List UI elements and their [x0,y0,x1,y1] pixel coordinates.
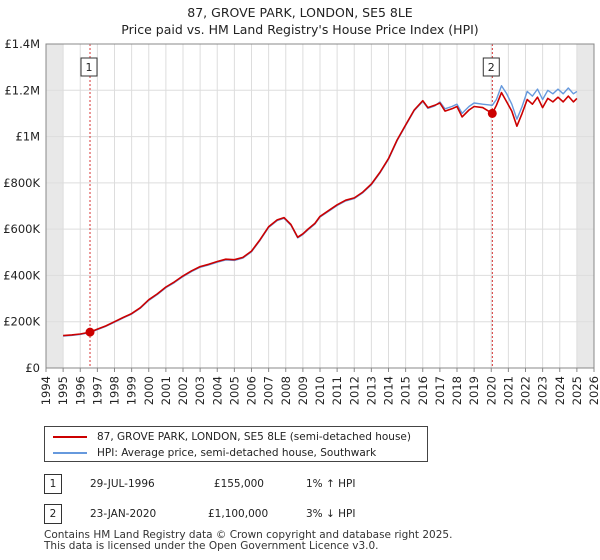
shaded-region [576,44,594,368]
sale-point-marker [487,108,497,118]
chart-subtitle: Price paid vs. HM Land Registry's House … [121,22,479,37]
x-tick-label: 1996 [73,376,87,405]
legend: 87, GROVE PARK, LONDON, SE5 8LE (semi-de… [44,426,428,462]
y-tick-label: £1M [15,130,40,144]
sale-number-badge: 2 [44,504,62,524]
x-tick-label: 1997 [90,376,104,405]
x-tick-label: 2011 [330,376,344,405]
x-tick-label: 2025 [570,376,584,405]
chart-title: 87, GROVE PARK, LONDON, SE5 8LE Price pa… [0,4,600,38]
footer-line-2: This data is licensed under the Open Gov… [44,540,379,552]
x-tick-label: 2021 [501,376,515,405]
x-tick-label: 2002 [176,376,190,405]
footer-attribution: Contains HM Land Registry data © Crown c… [44,530,584,552]
sale-point-label-box [482,57,500,77]
x-tick-label: 2010 [313,376,327,405]
y-tick-label: £0 [25,361,40,375]
sale-point-label: 1 [86,61,93,74]
x-tick-label: 2008 [279,376,293,405]
x-tick-label: 1995 [56,376,70,405]
x-tick-label: 2016 [416,376,430,405]
property-price-line [63,91,578,337]
x-tick-label: 2007 [262,376,276,405]
sale-point-label-box [80,57,98,77]
sale-point-marker [85,327,95,337]
legend-property-swatch [53,436,87,438]
x-tick-label: 2013 [364,376,378,405]
y-tick-label: £200K [3,315,40,329]
y-tick-label: £800K [3,176,40,190]
y-tick-label: £1.4M [4,37,40,51]
y-tick-label: £400K [3,268,40,282]
sale-price: £1,100,000 [208,508,269,520]
legend-item-property: 87, GROVE PARK, LONDON, SE5 8LE (semi-de… [53,429,411,445]
legend-property-label: 87, GROVE PARK, LONDON, SE5 8LE (semi-de… [97,431,411,443]
sale-date: 29-JUL-1996 [90,478,155,490]
x-tick-label: 2012 [347,376,361,405]
sale-price: £155,000 [213,478,264,490]
x-tick-label: 2017 [433,376,447,405]
x-tick-label: 2023 [536,376,550,405]
x-tick-label: 2015 [399,376,413,405]
x-tick-label: 1994 [39,376,53,405]
x-tick-label: 2026 [587,376,600,405]
sale-hpi-delta: 1% ↑ HPI [306,478,356,490]
legend-item-hpi: HPI: Average price, semi-detached house,… [53,445,376,461]
x-tick-label: 2001 [159,376,173,405]
x-tick-label: 2004 [210,376,224,405]
x-tick-label: 2003 [193,376,207,405]
chart-title-line1: 87, GROVE PARK, LONDON, SE5 8LE [187,5,413,20]
x-tick-label: 2022 [519,376,533,405]
sale-date: 23-JAN-2020 [90,508,157,520]
x-tick-label: 2000 [142,376,156,405]
x-tick-label: 2024 [553,376,567,405]
x-tick-label: 2005 [227,376,241,405]
x-tick-label: 2009 [296,376,310,405]
x-tick-label: 2006 [245,376,259,405]
x-tick-label: 1998 [108,376,122,405]
sale-point-label: 2 [488,61,495,74]
sale-number-badge: 1 [44,474,62,494]
x-tick-label: 2020 [484,376,498,405]
x-tick-label: 2019 [467,376,481,405]
x-tick-label: 2014 [382,376,396,405]
x-tick-label: 1999 [125,376,139,405]
footer-line-1: Contains HM Land Registry data © Crown c… [44,529,453,541]
sale-hpi-delta: 3% ↓ HPI [306,508,356,520]
shaded-region [46,44,64,368]
legend-hpi-swatch [53,452,87,454]
y-tick-label: £1.2M [4,83,40,97]
x-tick-label: 2018 [450,376,464,405]
legend-hpi-label: HPI: Average price, semi-detached house,… [97,447,377,459]
y-tick-label: £600K [3,222,40,236]
